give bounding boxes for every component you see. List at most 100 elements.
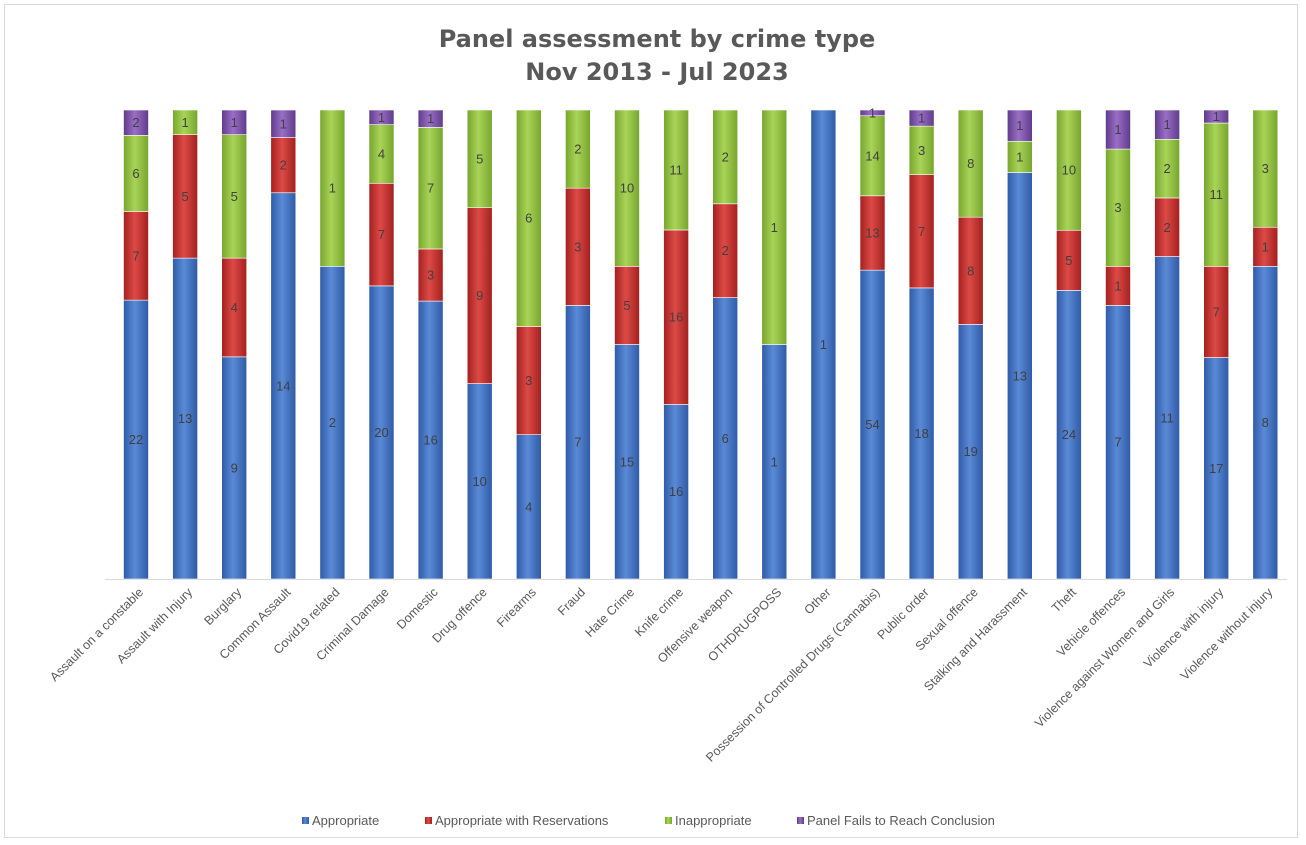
bar-segment [1252, 266, 1279, 580]
bar-segment [1154, 109, 1180, 140]
data-label: 1 [1016, 149, 1023, 164]
data-label: 3 [525, 373, 532, 388]
bar-segment [957, 109, 984, 218]
data-label: 2 [132, 115, 139, 130]
data-label: 9 [476, 288, 483, 303]
data-label: 1 [820, 337, 827, 352]
bar-segment [663, 229, 689, 405]
bar-segment [417, 127, 444, 250]
bar-segment [466, 109, 493, 209]
bar-segment [123, 211, 149, 301]
data-label: 10 [472, 474, 486, 489]
bar-segment [270, 109, 297, 138]
data-label: 5 [623, 298, 630, 313]
data-label: 17 [1209, 461, 1223, 476]
bar-segment [1105, 109, 1131, 150]
bar-segment [908, 109, 935, 127]
data-label: 11 [1160, 410, 1174, 425]
data-label: 5 [1065, 253, 1072, 268]
data-label: 2 [329, 415, 336, 430]
data-label: 7 [1114, 435, 1121, 450]
bar-segment [368, 109, 395, 125]
data-label: 13 [178, 411, 192, 426]
data-label: 18 [914, 426, 928, 441]
category-tick-label: Assault on a constable [47, 585, 146, 684]
category-tick-label: Possession of Controlled Drugs (Cannabis… [703, 585, 882, 764]
data-label: 11 [1209, 187, 1223, 202]
data-label: 10 [1062, 163, 1076, 178]
legend-swatch [797, 817, 804, 824]
data-label: 1 [1114, 122, 1121, 137]
bar-segment [172, 109, 198, 135]
legend: Appropriate Appropriate with Reservations… [302, 813, 995, 828]
bar-segment [221, 134, 247, 259]
bar-segment [417, 300, 444, 580]
data-label: 4 [378, 146, 385, 161]
legend-swatch [425, 817, 432, 824]
data-label: 3 [1262, 161, 1269, 176]
data-label: 13 [865, 225, 879, 240]
data-label: 7 [427, 181, 434, 196]
data-label: 8 [967, 156, 974, 171]
data-label: 1 [1016, 118, 1023, 133]
data-label: 7 [378, 227, 385, 242]
data-label: 2 [1163, 220, 1170, 235]
bar-segment [859, 109, 886, 117]
bar-segment [1056, 109, 1082, 231]
legend-entry: Appropriate with Reservations [425, 813, 609, 828]
data-label: 2 [722, 149, 729, 164]
bar-segment [908, 287, 935, 580]
data-label: 5 [476, 151, 483, 166]
legend-label: Appropriate [312, 813, 379, 828]
data-label: 9 [231, 460, 238, 475]
data-label: 16 [423, 433, 437, 448]
data-label: 8 [967, 263, 974, 278]
bar-segment [1056, 229, 1082, 291]
bar-segment [368, 124, 395, 184]
data-label: 6 [722, 431, 729, 446]
data-label: 54 [865, 417, 879, 432]
bar-segment [859, 195, 886, 271]
data-label: 20 [374, 425, 388, 440]
bar-segment [221, 109, 247, 135]
bar-segment [221, 356, 247, 580]
legend-label: Appropriate with Reservations [435, 813, 609, 828]
data-label: 16 [669, 484, 683, 499]
bar-segment [1006, 140, 1033, 173]
chart-frame: Panel assessment by crime type Nov 2013 … [4, 4, 1298, 838]
data-label: 3 [427, 268, 434, 283]
data-label: 8 [1262, 415, 1269, 430]
data-label: 1 [771, 220, 778, 235]
data-label: 2 [722, 243, 729, 258]
data-label: 5 [181, 189, 188, 204]
bar-segment [957, 324, 984, 580]
legend-label: Panel Fails to Reach Conclusion [807, 813, 995, 828]
bar-segment [565, 305, 591, 580]
legend-label: Inappropriate [675, 813, 752, 828]
bar-segment [319, 266, 346, 580]
bar-segment [614, 344, 640, 580]
category-tick-label: Stalking and Harassment [921, 585, 1030, 694]
data-label: 14 [865, 148, 879, 163]
bar-segment [908, 174, 935, 289]
bar-segment [368, 285, 395, 580]
data-label: 13 [1013, 368, 1027, 383]
bar-segment [1105, 148, 1131, 267]
data-label: 7 [574, 435, 581, 450]
bar-segment [270, 192, 297, 580]
bar-segment [417, 248, 444, 302]
bar-segment [123, 109, 149, 136]
data-label: 7 [1213, 304, 1220, 319]
bar-segment [1203, 357, 1229, 580]
data-label: 1 [231, 115, 238, 130]
data-label: 1 [869, 105, 876, 120]
bar-segment [270, 137, 297, 194]
bar-segment [859, 269, 886, 580]
data-label: 11 [669, 162, 683, 177]
bar-segment [663, 404, 689, 580]
chart-subtitle: Nov 2013 - Jul 2023 [525, 58, 788, 86]
data-label: 1 [771, 454, 778, 469]
legend-swatch [665, 817, 672, 824]
data-label: 10 [620, 181, 634, 196]
data-label: 5 [231, 189, 238, 204]
